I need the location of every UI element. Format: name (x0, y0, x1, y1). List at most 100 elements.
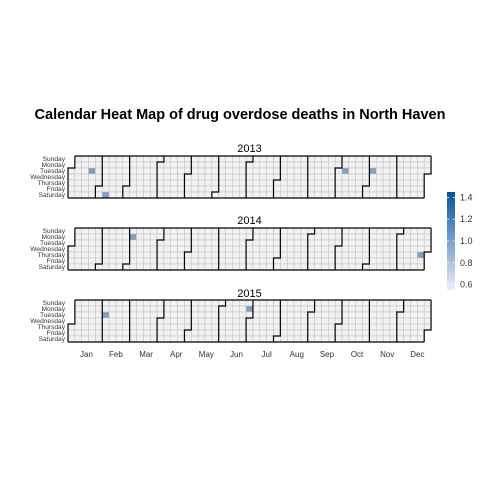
day-cell (355, 155, 363, 163)
day-cell (218, 329, 226, 337)
day-cell (252, 227, 261, 235)
weekday-label: Saturday (39, 336, 66, 343)
weekday-label: Monday (42, 306, 66, 313)
day-cell (293, 311, 302, 319)
day-cell (143, 335, 151, 343)
day-cell (197, 317, 206, 325)
day-cell (417, 245, 425, 253)
month-boundary (183, 156, 192, 198)
day-cell (362, 173, 370, 181)
day-cell (396, 233, 404, 241)
day-cell (245, 329, 254, 337)
day-cell (81, 335, 89, 343)
day-cell (163, 305, 171, 313)
day-cell (334, 233, 343, 241)
day-cell (225, 329, 233, 337)
day-cell (143, 305, 151, 313)
day-cell (129, 227, 137, 235)
day-cell (67, 173, 76, 181)
day-cell (81, 317, 89, 325)
day-cell (300, 227, 308, 235)
day-cell (225, 263, 233, 271)
day-cell (81, 323, 89, 331)
day-cell (334, 173, 343, 181)
day-cell (197, 179, 206, 187)
day-cell (348, 233, 356, 241)
day-cell (273, 173, 281, 181)
day-cell (108, 239, 117, 247)
day-cell (170, 161, 178, 169)
day-cell (95, 317, 103, 325)
day-cell (74, 227, 82, 235)
day-cell (280, 329, 288, 337)
day-cell (396, 323, 404, 331)
day-cell (334, 335, 343, 343)
day-cell (204, 233, 213, 241)
day-cell (211, 155, 219, 163)
day-cell (252, 167, 261, 175)
day-cell (314, 191, 322, 199)
day-cell (355, 311, 363, 319)
day-cell (273, 233, 281, 241)
day-cell (102, 335, 110, 343)
month-boundary (396, 228, 405, 270)
day-cell (280, 311, 288, 319)
day-cell (286, 179, 295, 187)
day-cell (286, 299, 295, 307)
day-cell (376, 155, 384, 163)
day-cell (286, 161, 295, 169)
day-cell (369, 305, 377, 313)
day-cell (389, 233, 398, 241)
day-cell (191, 329, 199, 337)
day-cell (396, 329, 404, 337)
weekday-label: Sunday (43, 300, 66, 307)
day-cell (252, 161, 261, 169)
day-cell (122, 329, 130, 337)
day-cell (170, 263, 178, 271)
day-cell (88, 329, 96, 337)
day-cell (348, 245, 356, 253)
day-cell (307, 245, 315, 253)
day-cell (102, 161, 110, 169)
day-cell (362, 257, 370, 265)
day-cell (334, 245, 343, 253)
day-cell (197, 239, 206, 247)
day-cell (389, 185, 398, 193)
day-cell (321, 263, 329, 271)
day-cell (149, 233, 158, 241)
day-cell (191, 335, 199, 343)
day-cell (328, 167, 336, 175)
day-cell (423, 233, 432, 241)
day-cell (163, 311, 171, 319)
day-cell (321, 305, 329, 313)
day-cell (95, 233, 103, 241)
day-cell (163, 257, 171, 265)
day-cell (355, 329, 363, 337)
day-cell (184, 245, 192, 253)
day-cell (129, 335, 137, 343)
day-cell (218, 257, 226, 265)
day-cell (369, 329, 377, 337)
day-cell (184, 173, 192, 181)
day-cell (286, 335, 295, 343)
day-cell (81, 185, 89, 193)
day-cell (191, 263, 199, 271)
day-cell (102, 167, 110, 175)
month-axis: Jan Feb Mar Apr May Jun Jul Aug Sep Oct Nov Dec (80, 350, 424, 359)
day-cell (197, 311, 206, 319)
heat-cell (102, 311, 110, 319)
day-cell (266, 335, 274, 343)
day-cell (403, 263, 411, 271)
day-cell (156, 167, 165, 175)
day-cell (410, 329, 418, 337)
day-cell (403, 311, 411, 319)
day-cell (300, 233, 308, 241)
day-cell (204, 227, 213, 235)
day-cell (403, 173, 411, 181)
day-cell (184, 233, 192, 241)
day-cell (149, 317, 158, 325)
day-cell (321, 167, 329, 175)
day-cell (67, 245, 76, 253)
day-cell (156, 173, 165, 181)
month-boundary (156, 300, 165, 342)
